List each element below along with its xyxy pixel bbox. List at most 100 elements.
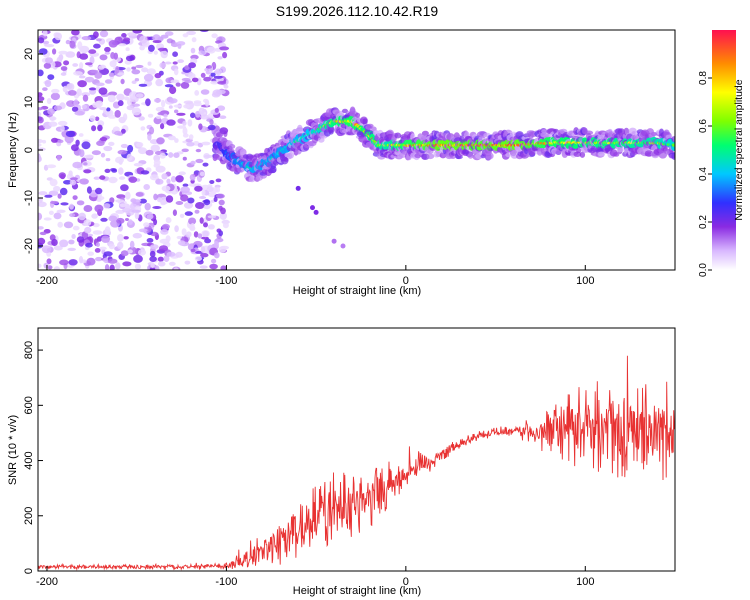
x-tick-label: -100 [215,275,237,287]
noise-cell [88,49,97,54]
snr-plot-area [38,328,675,571]
noise-cell [112,126,120,132]
noise-cell [108,72,115,77]
ridge-core-cell [671,143,675,147]
noise-cell [135,93,144,98]
noise-cell [59,259,69,266]
noise-cell [104,46,111,53]
colorbar: 0.0 0.2 0.4 0.6 0.8 Normalized spectral ampl… [698,30,745,277]
ridge-halo-cell [270,165,277,174]
isolated-cell [340,243,346,249]
noise-cell [181,228,187,236]
noise-cell [99,30,109,38]
noise-cell [150,244,159,250]
noise-cell [79,62,84,70]
noise-cell [56,154,62,161]
noise-cell [211,258,217,264]
noise-cell [203,205,211,210]
noise-cell [49,116,57,121]
noise-cell [168,105,173,109]
noise-cell [136,142,144,148]
noise-cell [117,149,128,155]
noise-cell [206,65,213,69]
noise-cell [215,178,222,183]
noise-cell [183,104,191,109]
ridge-halo-cell [613,152,620,157]
noise-cell [131,66,137,70]
noise-cell [79,53,89,60]
spectrogram-y-ticks: -20 -10 0 10 20 [23,48,43,254]
y-tick-label: 0 [23,568,35,574]
noise-cell [125,47,130,52]
noise-cell [51,88,60,94]
noise-cell [169,86,177,95]
noise-cell [93,176,101,180]
noise-cell [105,158,111,162]
noise-cell [120,78,125,85]
noise-cell [137,249,147,256]
y-tick-label: 800 [23,341,35,359]
noise-cell [198,107,205,115]
noise-cell [128,176,138,183]
noise-cell [199,265,208,269]
noise-cell [38,95,45,102]
noise-cell [89,56,95,65]
noise-cell [201,141,211,146]
noise-cell [216,193,225,199]
snr-frame [37,327,676,572]
noise-cell [184,80,193,83]
noise-cell [38,116,44,124]
noise-cell [93,31,99,39]
noise-cell [211,33,218,39]
noise-cell [78,212,86,221]
noise-cell [67,247,76,251]
noise-cell [146,81,153,86]
noise-cell [108,176,118,184]
noise-cell [127,249,133,254]
noise-cell [165,235,171,243]
snr-x-label: Height of straight line (km) [293,585,421,597]
noise-cell [59,239,69,248]
noise-cell [145,98,151,107]
noise-cell [48,190,59,196]
noise-cell [97,124,103,132]
noise-cell [95,256,103,262]
noise-cell [104,226,111,235]
noise-cell [178,171,186,176]
noise-cell [126,105,134,111]
noise-cell [200,72,206,78]
noise-cell [217,80,227,85]
noise-cell [63,221,74,229]
noise-cell [183,202,194,209]
noise-cell [138,228,148,233]
noise-cell [46,98,52,105]
colorbar-label: Normalized spectral amplitude [733,79,745,220]
noise-cell [116,217,125,224]
noise-cell [155,115,162,120]
noise-cell [176,112,186,116]
noise-cell [60,66,68,71]
snr-marks [38,355,675,571]
snr-series-line [38,355,675,571]
noise-cell [207,124,216,131]
spectrogram-y-label: Frequency (Hz) [7,112,19,188]
noise-cell [153,218,158,226]
noise-cell [99,175,106,180]
noise-cell [175,82,181,87]
noise-cell [149,250,156,258]
noise-cell [135,192,144,197]
noise-cell [95,242,100,248]
noise-cell [203,199,211,206]
noise-cell [66,83,73,89]
noise-cell [62,85,68,93]
noise-cell [202,162,209,167]
noise-cell [186,141,195,147]
noise-cell [108,141,115,146]
noise-cell [103,145,113,152]
noise-cell [83,205,93,212]
noise-cell [49,178,58,187]
ridge-halo-cell [579,151,586,158]
noise-cell [57,221,63,228]
noise-cell [53,105,63,111]
